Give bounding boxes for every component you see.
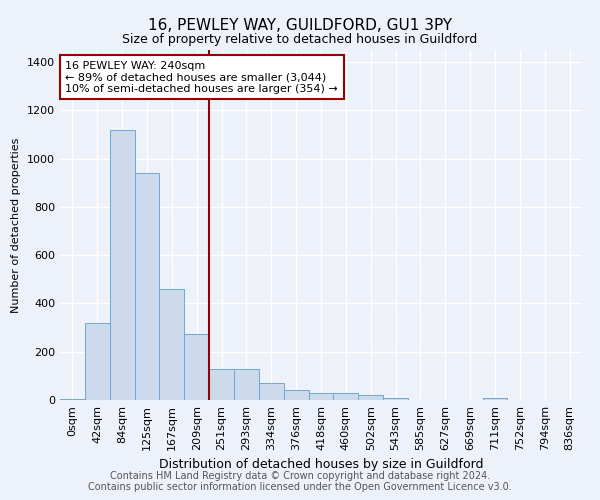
Bar [110, 130, 134, 400]
Text: Size of property relative to detached houses in Guildford: Size of property relative to detached ho… [122, 32, 478, 46]
Bar [259, 383, 284, 400]
X-axis label: Distribution of detached houses by size in Guildford: Distribution of detached houses by size … [159, 458, 483, 471]
Bar [334, 393, 358, 400]
Bar [284, 390, 308, 400]
Bar [308, 393, 334, 400]
Bar [60, 399, 85, 400]
Text: 16 PEWLEY WAY: 240sqm
← 89% of detached houses are smaller (3,044)
10% of semi-d: 16 PEWLEY WAY: 240sqm ← 89% of detached … [65, 60, 338, 94]
Bar [383, 398, 408, 400]
Text: Contains HM Land Registry data © Crown copyright and database right 2024.
Contai: Contains HM Land Registry data © Crown c… [88, 471, 512, 492]
Bar [134, 173, 160, 400]
Bar [209, 368, 234, 400]
Bar [160, 289, 184, 400]
Bar [184, 334, 209, 400]
Bar [482, 398, 508, 400]
Bar [85, 323, 110, 400]
Bar [234, 368, 259, 400]
Bar [358, 395, 383, 400]
Text: 16, PEWLEY WAY, GUILDFORD, GU1 3PY: 16, PEWLEY WAY, GUILDFORD, GU1 3PY [148, 18, 452, 32]
Y-axis label: Number of detached properties: Number of detached properties [11, 138, 22, 312]
